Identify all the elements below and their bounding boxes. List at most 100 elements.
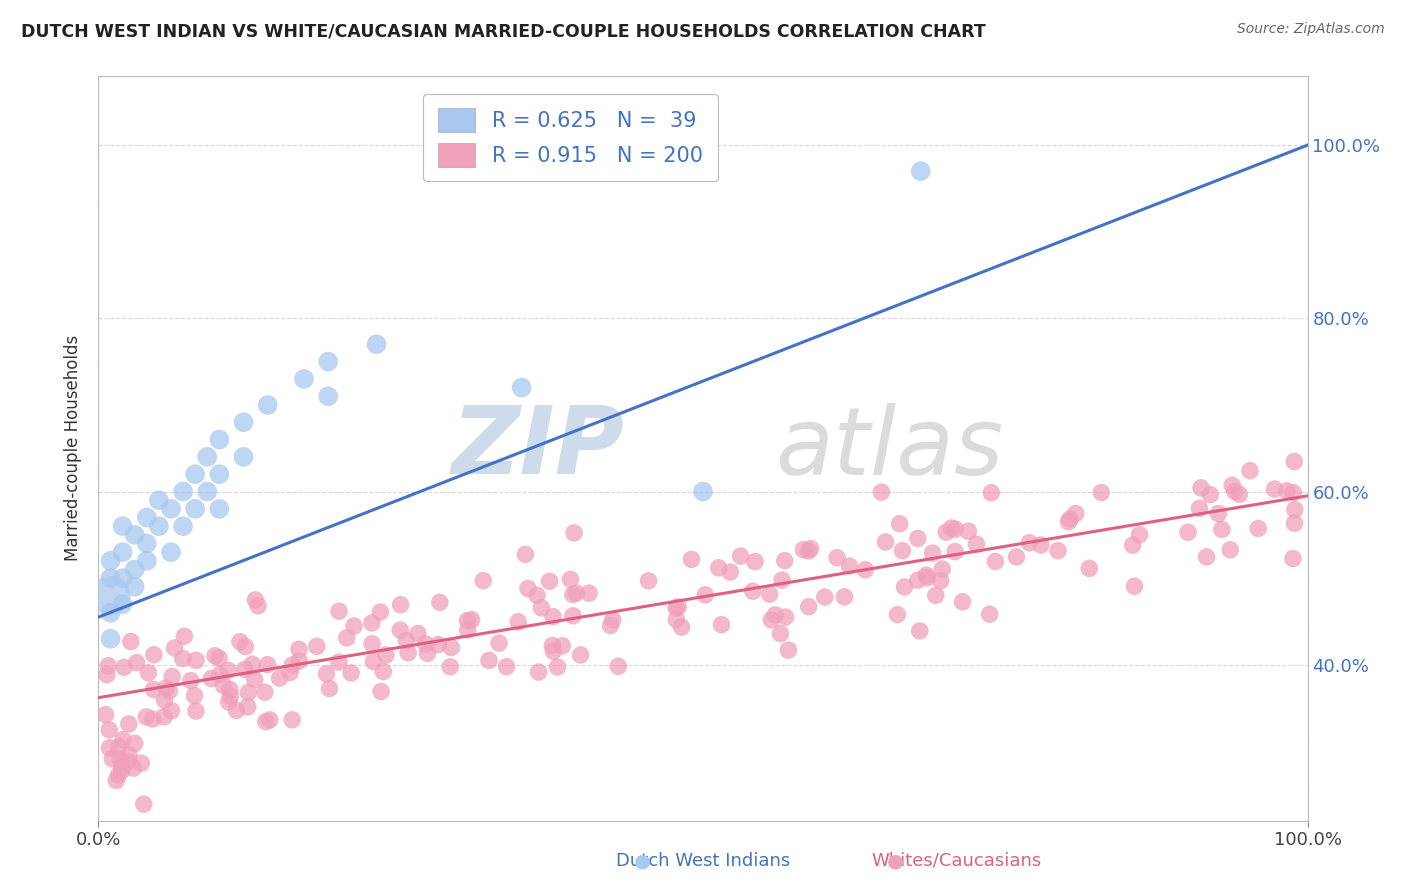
Point	[370, 605, 392, 619]
Point	[97, 658, 120, 673]
Point	[120, 634, 142, 648]
Point	[254, 714, 277, 729]
Point	[979, 607, 1001, 622]
Point	[148, 519, 170, 533]
Point	[929, 574, 952, 588]
Point	[547, 660, 569, 674]
Point	[775, 610, 797, 624]
Text: DUTCH WEST INDIAN VS WHITE/CAUCASIAN MARRIED-COUPLE HOUSEHOLDS CORRELATION CHART: DUTCH WEST INDIAN VS WHITE/CAUCASIAN MAR…	[21, 22, 986, 40]
Point	[517, 582, 540, 596]
Point	[1195, 549, 1218, 564]
Point	[710, 617, 733, 632]
Point	[172, 519, 194, 533]
Point	[373, 665, 395, 679]
Point	[212, 679, 235, 693]
Point	[1247, 521, 1270, 535]
Point	[108, 752, 131, 766]
Point	[111, 732, 134, 747]
Point	[761, 613, 783, 627]
Point	[1177, 525, 1199, 540]
Text: atlas: atlas	[776, 402, 1004, 494]
Point	[256, 398, 278, 412]
Point	[508, 615, 530, 629]
Point	[217, 663, 239, 677]
Point	[218, 695, 240, 709]
Point	[173, 629, 195, 643]
Point	[1284, 516, 1306, 531]
Point	[758, 587, 780, 601]
Point	[180, 673, 202, 688]
Point	[921, 546, 943, 560]
Point	[288, 642, 311, 657]
Point	[389, 598, 412, 612]
Point	[578, 586, 600, 600]
Point	[132, 797, 155, 812]
Point	[195, 450, 218, 464]
Point	[208, 501, 231, 516]
Point	[741, 584, 763, 599]
Point	[569, 648, 592, 662]
Point	[730, 549, 752, 563]
Point	[232, 415, 254, 429]
Point	[232, 450, 254, 464]
Point	[941, 521, 963, 535]
Point	[665, 612, 688, 626]
Point	[153, 693, 176, 707]
Point	[478, 653, 501, 667]
Point	[891, 543, 914, 558]
Point	[122, 761, 145, 775]
Point	[183, 689, 205, 703]
Point	[1282, 551, 1305, 566]
Point	[1057, 515, 1080, 529]
Point	[235, 640, 257, 654]
Point	[316, 389, 339, 403]
Legend: R = 0.625   N =  39, R = 0.915   N = 200: R = 0.625 N = 39, R = 0.915 N = 200	[423, 94, 717, 181]
Point	[925, 588, 948, 602]
Point	[515, 547, 537, 561]
Point	[526, 588, 548, 602]
Point	[718, 565, 741, 579]
Point	[94, 707, 117, 722]
Point	[695, 588, 717, 602]
Point	[375, 648, 398, 662]
Point	[243, 673, 266, 687]
Point	[184, 653, 207, 667]
Point	[135, 710, 157, 724]
Point	[1005, 549, 1028, 564]
Point	[692, 484, 714, 499]
Point	[562, 525, 585, 540]
Point	[416, 646, 439, 660]
Point	[256, 657, 278, 672]
Point	[200, 672, 222, 686]
Point	[637, 574, 659, 588]
Point	[155, 681, 177, 695]
Point	[1282, 485, 1305, 500]
Point	[172, 484, 194, 499]
Point	[124, 562, 146, 576]
Point	[107, 768, 129, 782]
Point	[1078, 561, 1101, 575]
Point	[1211, 523, 1233, 537]
Point	[439, 660, 461, 674]
Point	[943, 544, 966, 558]
Point	[607, 659, 630, 673]
Point	[107, 739, 129, 754]
Point	[910, 164, 932, 178]
Point	[917, 571, 939, 585]
Point	[138, 665, 160, 680]
Point	[530, 601, 553, 615]
Point	[105, 773, 128, 788]
Point	[1275, 483, 1298, 498]
Point	[292, 372, 315, 386]
Point	[681, 552, 703, 566]
Point	[172, 651, 194, 665]
Point	[510, 381, 533, 395]
Point	[363, 655, 385, 669]
Point	[111, 764, 134, 778]
Point	[957, 524, 980, 539]
Point	[238, 685, 260, 699]
Point	[112, 660, 135, 674]
Point	[281, 713, 304, 727]
Point	[395, 633, 418, 648]
Point	[219, 689, 242, 703]
